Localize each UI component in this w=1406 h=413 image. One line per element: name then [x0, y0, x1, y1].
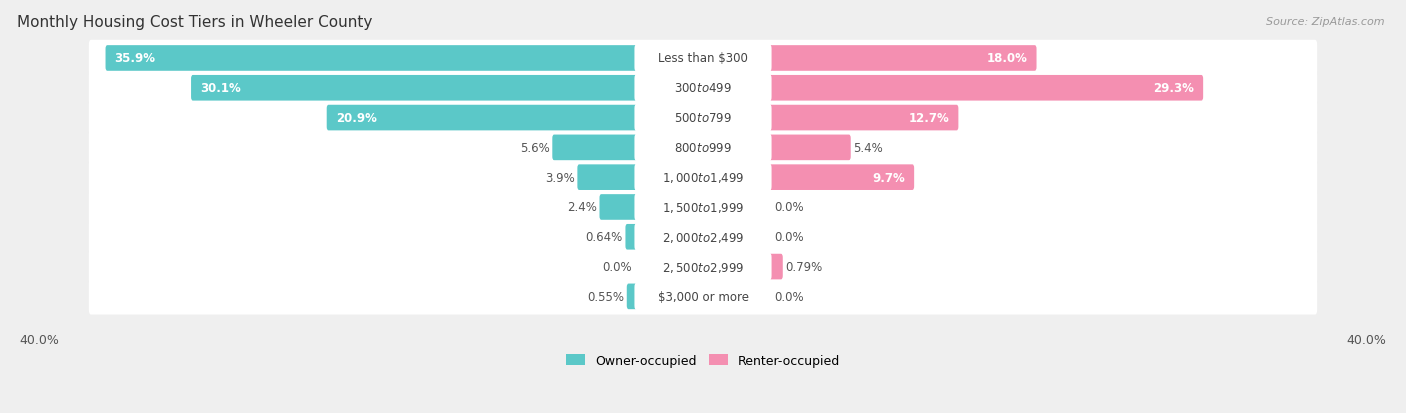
- Text: Less than $300: Less than $300: [658, 52, 748, 65]
- FancyBboxPatch shape: [634, 75, 772, 102]
- FancyBboxPatch shape: [89, 159, 1317, 196]
- FancyBboxPatch shape: [553, 135, 638, 161]
- Text: 35.9%: 35.9%: [115, 52, 156, 65]
- FancyBboxPatch shape: [768, 105, 959, 131]
- FancyBboxPatch shape: [89, 219, 1317, 255]
- FancyBboxPatch shape: [89, 249, 1317, 285]
- FancyBboxPatch shape: [89, 278, 1317, 315]
- Text: 3.9%: 3.9%: [546, 171, 575, 184]
- FancyBboxPatch shape: [634, 223, 772, 251]
- FancyBboxPatch shape: [578, 165, 638, 190]
- FancyBboxPatch shape: [768, 46, 1036, 71]
- FancyBboxPatch shape: [89, 130, 1317, 166]
- Text: Source: ZipAtlas.com: Source: ZipAtlas.com: [1267, 17, 1385, 26]
- FancyBboxPatch shape: [634, 45, 772, 73]
- Text: 0.0%: 0.0%: [773, 201, 803, 214]
- Text: 9.7%: 9.7%: [872, 171, 905, 184]
- FancyBboxPatch shape: [89, 71, 1317, 107]
- FancyBboxPatch shape: [634, 164, 772, 191]
- FancyBboxPatch shape: [626, 224, 638, 250]
- Text: 30.1%: 30.1%: [200, 82, 240, 95]
- FancyBboxPatch shape: [105, 46, 638, 71]
- FancyBboxPatch shape: [326, 105, 638, 131]
- FancyBboxPatch shape: [599, 195, 638, 220]
- FancyBboxPatch shape: [89, 41, 1317, 77]
- Text: 2.4%: 2.4%: [567, 201, 596, 214]
- Text: $3,000 or more: $3,000 or more: [658, 290, 748, 303]
- Text: 0.0%: 0.0%: [603, 261, 633, 273]
- FancyBboxPatch shape: [634, 134, 772, 161]
- Text: $2,500 to $2,999: $2,500 to $2,999: [662, 260, 744, 274]
- Text: $2,000 to $2,499: $2,000 to $2,499: [662, 230, 744, 244]
- FancyBboxPatch shape: [768, 135, 851, 161]
- FancyBboxPatch shape: [634, 283, 772, 310]
- FancyBboxPatch shape: [191, 76, 638, 101]
- FancyBboxPatch shape: [768, 165, 914, 190]
- Text: 0.0%: 0.0%: [773, 290, 803, 303]
- Text: 18.0%: 18.0%: [987, 52, 1028, 65]
- Text: Monthly Housing Cost Tiers in Wheeler County: Monthly Housing Cost Tiers in Wheeler Co…: [17, 15, 373, 30]
- FancyBboxPatch shape: [768, 76, 1204, 101]
- FancyBboxPatch shape: [89, 100, 1317, 136]
- Text: 0.64%: 0.64%: [585, 231, 623, 244]
- Text: $1,500 to $1,999: $1,500 to $1,999: [662, 200, 744, 214]
- FancyBboxPatch shape: [627, 284, 638, 309]
- FancyBboxPatch shape: [634, 253, 772, 280]
- FancyBboxPatch shape: [89, 189, 1317, 225]
- Text: $500 to $799: $500 to $799: [673, 112, 733, 125]
- FancyBboxPatch shape: [634, 194, 772, 221]
- Legend: Owner-occupied, Renter-occupied: Owner-occupied, Renter-occupied: [561, 349, 845, 372]
- Text: 0.0%: 0.0%: [773, 231, 803, 244]
- Text: $1,000 to $1,499: $1,000 to $1,499: [662, 171, 744, 185]
- Text: $800 to $999: $800 to $999: [673, 142, 733, 154]
- Text: 0.55%: 0.55%: [588, 290, 624, 303]
- Text: 20.9%: 20.9%: [336, 112, 377, 125]
- Text: $300 to $499: $300 to $499: [673, 82, 733, 95]
- FancyBboxPatch shape: [768, 254, 783, 280]
- Text: 12.7%: 12.7%: [908, 112, 949, 125]
- FancyBboxPatch shape: [634, 104, 772, 132]
- Text: 0.79%: 0.79%: [786, 261, 823, 273]
- Text: 29.3%: 29.3%: [1153, 82, 1194, 95]
- Text: 5.4%: 5.4%: [853, 142, 883, 154]
- Text: 5.6%: 5.6%: [520, 142, 550, 154]
